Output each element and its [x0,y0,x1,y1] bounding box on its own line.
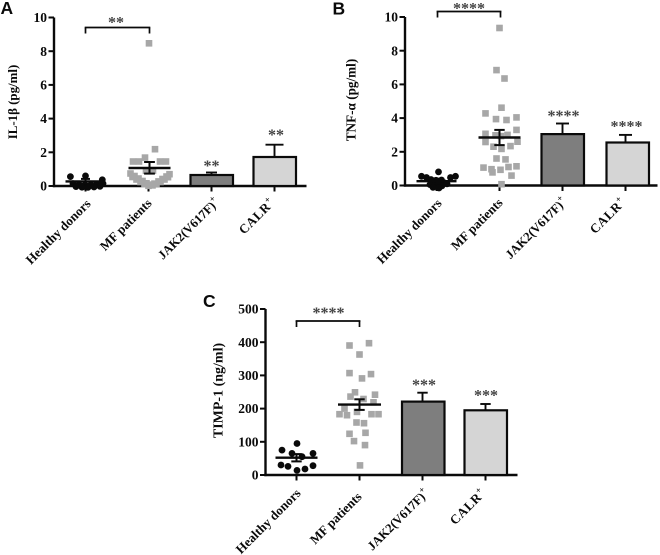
svg-text:C: C [203,291,216,311]
svg-text:6: 6 [391,77,398,92]
svg-text:****: **** [548,108,580,125]
svg-text:0: 0 [391,178,398,193]
svg-text:500: 500 [238,302,259,317]
svg-text:200: 200 [238,401,259,416]
svg-text:0: 0 [40,179,47,194]
svg-text:****: **** [313,305,345,322]
svg-text:8: 8 [391,43,398,58]
svg-text:B: B [333,0,346,19]
svg-text:**: ** [268,127,284,144]
svg-text:IL-1β (pg/ml): IL-1β (pg/ml) [6,65,20,139]
svg-text:0: 0 [252,468,259,483]
svg-text:6: 6 [40,78,47,93]
svg-text:****: **** [453,1,485,18]
svg-text:***: *** [474,388,498,405]
svg-text:10: 10 [34,10,48,25]
svg-text:2: 2 [40,145,47,160]
svg-text:300: 300 [238,368,259,383]
svg-text:****: **** [611,119,643,136]
svg-text:TIMP-1 (ng/ml): TIMP-1 (ng/ml) [212,343,227,439]
svg-text:**: ** [108,14,124,31]
svg-text:400: 400 [238,335,259,350]
svg-text:***: *** [412,377,436,394]
svg-text:4: 4 [391,111,398,126]
svg-text:A: A [1,0,14,18]
svg-text:4: 4 [40,111,47,126]
svg-text:**: ** [204,158,220,175]
svg-text:TNF-α (pg/ml): TNF-α (pg/ml) [344,59,359,141]
svg-text:100: 100 [238,434,259,449]
svg-text:8: 8 [40,44,47,59]
svg-text:2: 2 [391,144,398,159]
svg-text:10: 10 [385,10,399,25]
